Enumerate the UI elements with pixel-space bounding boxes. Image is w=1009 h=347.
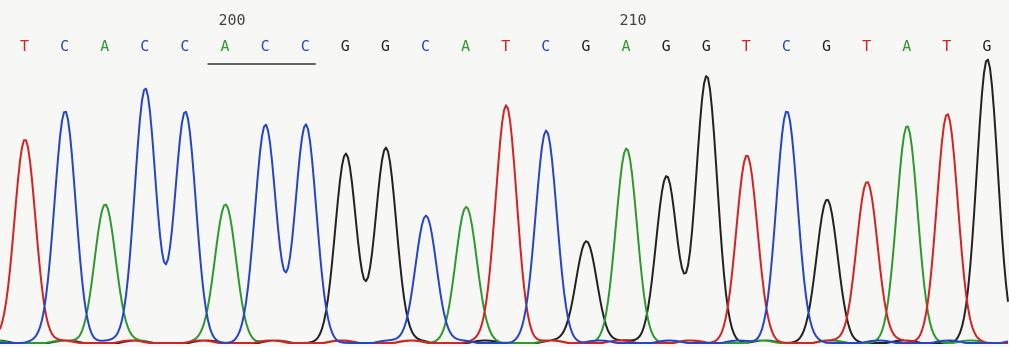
base-call-11: A — [461, 37, 470, 55]
base-call-14: G — [581, 37, 590, 55]
base-call-4: C — [180, 37, 189, 55]
base-call-12: T — [501, 37, 510, 55]
base-call-22: A — [902, 37, 911, 55]
base-call-19: C — [782, 37, 791, 55]
trace-C — [0, 87, 1009, 344]
base-call-5: A — [221, 37, 230, 55]
trace-G — [0, 58, 1009, 344]
base-call-21: T — [862, 37, 871, 55]
base-call-2: A — [100, 37, 109, 55]
base-call-9: G — [381, 37, 390, 55]
base-call-16: G — [662, 37, 671, 55]
base-call-15: A — [622, 37, 631, 55]
base-call-3: C — [140, 37, 149, 55]
base-call-17: G — [702, 37, 711, 55]
base-call-10: C — [421, 37, 430, 55]
base-call-0: T — [20, 37, 29, 55]
base-call-18: T — [742, 37, 751, 55]
base-call-13: C — [541, 37, 550, 55]
trace-T — [0, 104, 1008, 344]
base-call-7: C — [301, 37, 310, 55]
base-call-20: G — [822, 37, 831, 55]
position-labels: 200 210 — [219, 11, 647, 29]
trace-lines — [0, 58, 1009, 344]
base-call-6: C — [261, 37, 270, 55]
position-label-210: 210 — [620, 11, 647, 29]
base-call-1: C — [60, 37, 69, 55]
base-call-23: T — [942, 37, 951, 55]
position-label-200: 200 — [219, 11, 246, 29]
base-call-24: G — [982, 37, 991, 55]
base-call-8: G — [341, 37, 350, 55]
